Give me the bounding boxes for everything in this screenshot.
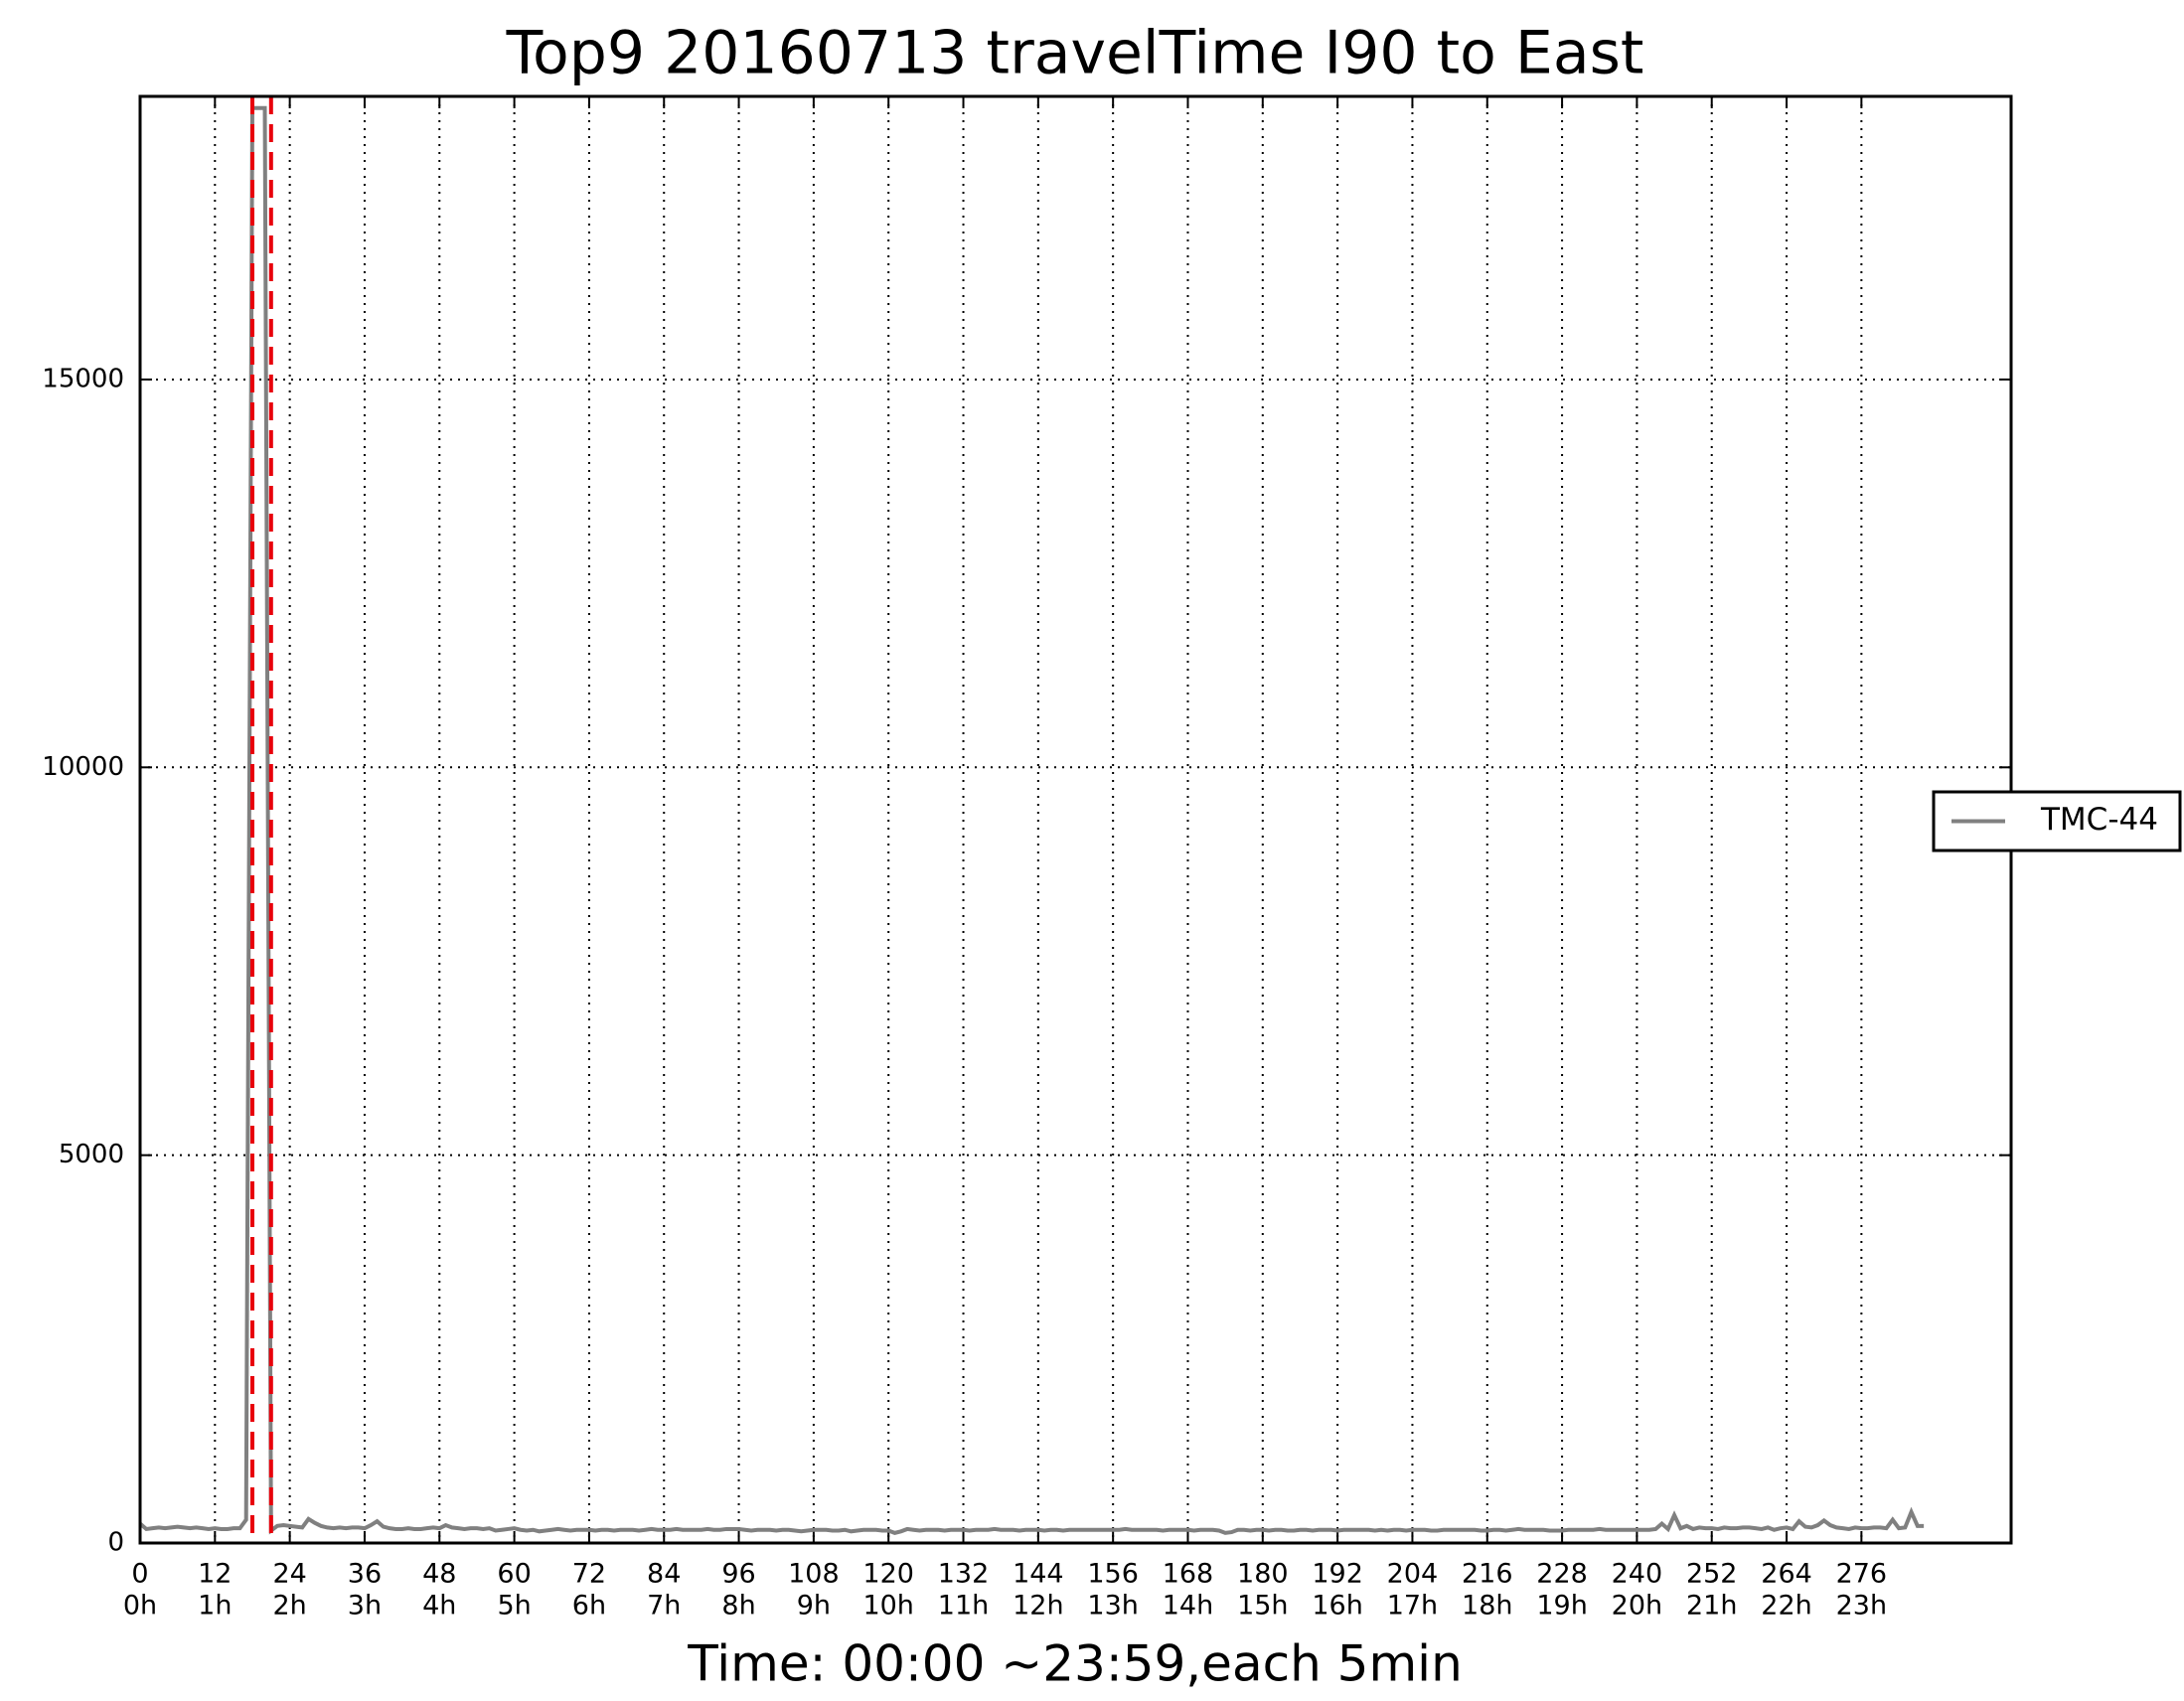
x-tick-sublabel: 17h (1387, 1591, 1438, 1622)
x-tick-sublabel: 9h (797, 1591, 831, 1622)
x-tick-label: 156 (1087, 1559, 1139, 1590)
x-tick-sublabel: 19h (1536, 1591, 1587, 1622)
x-tick-label: 108 (788, 1559, 840, 1590)
x-axis-label: Time: 00:00 ~23:59,each 5min (687, 1635, 1463, 1693)
x-tick-sublabel: 15h (1237, 1591, 1288, 1622)
x-tick-sublabel: 20h (1612, 1591, 1662, 1622)
chart-title: Top9 20160713 travelTime I90 to East (506, 19, 1644, 88)
x-tick-label: 36 (348, 1559, 382, 1590)
x-tick-label: 252 (1686, 1559, 1738, 1590)
x-tick-sublabel: 16h (1312, 1591, 1362, 1622)
x-tick-label: 60 (497, 1559, 531, 1590)
x-tick-label: 12 (198, 1559, 232, 1590)
x-tick-sublabel: 3h (348, 1591, 382, 1622)
x-tick-sublabel: 7h (647, 1591, 681, 1622)
x-tick-sublabel: 22h (1761, 1591, 1811, 1622)
legend-label: TMC-44 (2040, 802, 2158, 838)
x-tick-sublabel: 12h (1013, 1591, 1063, 1622)
x-tick-label: 180 (1237, 1559, 1289, 1590)
x-tick-sublabel: 8h (721, 1591, 755, 1622)
x-tick-label: 96 (721, 1559, 755, 1590)
x-tick-sublabel: 14h (1163, 1591, 1213, 1622)
y-tick-label: 10000 (42, 752, 124, 782)
x-tick-label: 0 (131, 1559, 148, 1590)
x-tick-sublabel: 10h (862, 1591, 913, 1622)
x-tick-sublabel: 21h (1686, 1591, 1737, 1622)
x-tick-label: 120 (862, 1559, 914, 1590)
x-tick-sublabel: 6h (572, 1591, 606, 1622)
x-tick-sublabel: 2h (272, 1591, 306, 1622)
x-tick-label: 168 (1163, 1559, 1214, 1590)
x-tick-label: 276 (1836, 1559, 1888, 1590)
x-tick-sublabel: 1h (198, 1591, 232, 1622)
x-tick-label: 204 (1387, 1559, 1439, 1590)
plot-frame (138, 94, 2013, 1545)
x-tick-label: 264 (1761, 1559, 1812, 1590)
x-tick-label: 48 (422, 1559, 456, 1590)
x-tick-sublabel: 11h (938, 1591, 989, 1622)
x-tick-sublabel: 0h (123, 1591, 157, 1622)
x-tick-label: 216 (1462, 1559, 1513, 1590)
data-line (140, 105, 1925, 1535)
x-tick-label: 192 (1312, 1559, 1363, 1590)
x-tick-sublabel: 4h (422, 1591, 456, 1622)
x-tick-sublabel: 23h (1836, 1591, 1887, 1622)
x-tick-label: 72 (572, 1559, 606, 1590)
x-tick-label: 240 (1612, 1559, 1663, 1590)
x-tick-sublabel: 5h (497, 1591, 531, 1622)
y-tick-label: 5000 (59, 1140, 124, 1169)
x-tick-label: 228 (1536, 1559, 1588, 1590)
y-tick-label: 15000 (42, 364, 124, 393)
y-tick-label: 0 (107, 1528, 124, 1558)
x-tick-label: 24 (272, 1559, 306, 1590)
x-tick-label: 132 (938, 1559, 990, 1590)
x-tick-label: 84 (647, 1559, 681, 1590)
x-tick-sublabel: 18h (1462, 1591, 1512, 1622)
x-tick-label: 144 (1013, 1559, 1064, 1590)
x-tick-sublabel: 13h (1087, 1591, 1138, 1622)
